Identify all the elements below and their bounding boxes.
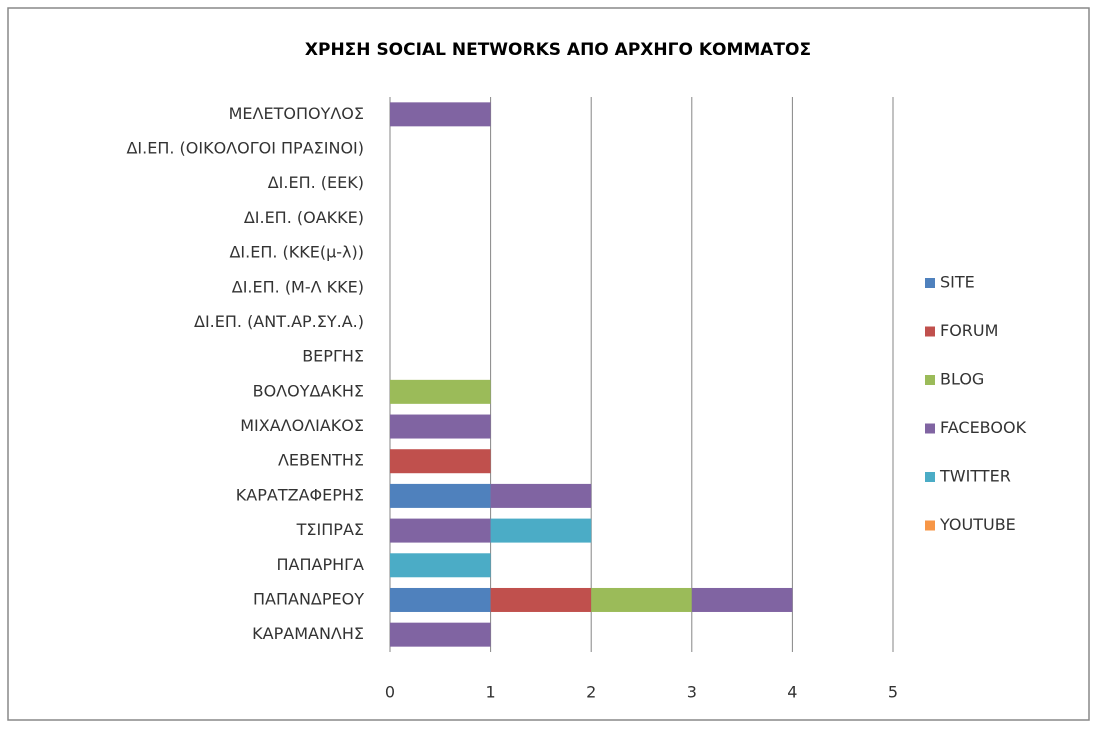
x-tick-label: 3 (687, 683, 697, 702)
x-tick-label: 4 (787, 683, 797, 702)
bar (390, 102, 491, 127)
y-tick-label: ΚΑΡΑΜΑΝΛΗΣ (252, 624, 364, 643)
bar (390, 622, 491, 647)
bar (691, 587, 793, 612)
bar (390, 414, 491, 439)
chart-frame (7, 7, 1090, 721)
legend-label: TWITTER (939, 467, 1011, 486)
legend-label: YOUTUBE (939, 515, 1016, 534)
legend-swatch (925, 520, 935, 531)
bar (390, 449, 491, 474)
legend-label: BLOG (940, 370, 984, 389)
legend-swatch (925, 326, 935, 337)
bar (390, 518, 491, 543)
x-tick-label: 5 (888, 683, 898, 702)
y-tick-label: ΒΕΡΓΗΣ (302, 347, 364, 366)
y-tick-label: ΠΑΠΑΡΗΓΑ (277, 555, 365, 574)
bar (390, 587, 491, 612)
y-tick-label: ΔΙ.ΕΠ. (ΕΕΚ) (268, 173, 364, 192)
bar (490, 518, 592, 543)
bar (390, 379, 491, 404)
bar (490, 483, 592, 508)
legend-swatch (925, 278, 935, 288)
legend-swatch (925, 472, 935, 482)
y-tick-label: ΔΙ.ΕΠ. (ΑΝΤ.ΑΡ.ΣΥ.Α.) (194, 312, 364, 331)
x-tick-label: 2 (586, 683, 596, 702)
y-tick-label: ΛΕΒΕΝΤΗΣ (278, 451, 364, 470)
legend-swatch (925, 375, 935, 385)
bar (591, 587, 692, 612)
y-tick-label: ΠΑΠΑΝΔΡΕΟΥ (253, 589, 364, 608)
y-tick-label: ΔΙ.ΕΠ. (ΚΚΕ(μ-λ)) (229, 243, 364, 262)
y-tick-label: ΒΟΛΟΥΔΑΚΗΣ (253, 381, 364, 400)
y-tick-label: ΔΙ.ΕΠ. (ΟΑΚΚΕ) (244, 208, 364, 227)
y-tick-label: ΜΙΧΑΛΟΛΙΑΚΟΣ (240, 416, 364, 435)
bar (490, 587, 592, 612)
bar (390, 483, 491, 508)
y-tick-label: ΚΑΡΑΤΖΑΦΕΡΗΣ (236, 485, 364, 504)
legend-label: SITE (940, 273, 975, 292)
y-tick-label: ΤΣΙΠΡΑΣ (296, 520, 364, 539)
y-tick-label: ΜΕΛΕΤΟΠΟΥΛΟΣ (229, 104, 364, 123)
y-tick-label: ΔΙ.ΕΠ. (ΟΙΚΟΛΟΓΟΙ ΠΡΑΣΙΝΟΙ) (126, 139, 364, 158)
x-tick-label: 0 (385, 683, 395, 702)
bar (390, 553, 491, 578)
legend-swatch (925, 423, 935, 434)
legend-label: FACEBOOK (940, 418, 1027, 437)
legend-label: FORUM (940, 321, 998, 340)
y-tick-label: ΔΙ.ΕΠ. (Μ-Λ ΚΚΕ) (232, 277, 364, 296)
x-tick-label: 1 (486, 683, 496, 702)
chart-title: ΧΡΗΣΗ SOCIAL NETWORKS ΑΠΟ ΑΡΧΗΓΟ ΚΟΜΜΑΤΟ… (305, 40, 811, 60)
